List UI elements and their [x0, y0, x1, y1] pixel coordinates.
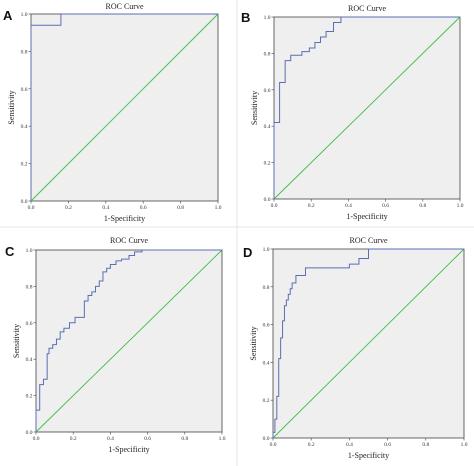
- panel-d-y-tick-label: 0.2: [263, 398, 270, 404]
- panel-a-x-tick-label: 0.0: [28, 205, 35, 211]
- panel-d-y-tick-label: 0.6: [263, 323, 270, 329]
- panel-c-y-tick-label: 0.2: [26, 394, 33, 400]
- panel-c-y-tick-label: 0.8: [26, 284, 33, 290]
- panel-c-x-tick-label: 0.8: [181, 436, 188, 442]
- panel-a-x-axis-label: 1-Specificity: [104, 214, 145, 223]
- panel-b-title: ROC Curve: [348, 4, 386, 13]
- panel-a-x-tick-label: 0.6: [140, 205, 147, 211]
- panel-b-x-tick-label: 1.0: [457, 203, 464, 209]
- panel-c-y-tick-label: 0.0: [26, 430, 33, 436]
- panel-c-roc-curve: [35, 249, 222, 432]
- panel-b-y-tick-label: 0.2: [264, 161, 271, 167]
- panel-d-x-tick-label: 0.2: [308, 442, 315, 448]
- panel-a-letter: A: [3, 8, 13, 23]
- panel-c-x-tick-label: 1.0: [219, 436, 226, 442]
- panel-d: D ROC Curve 0.0 0.2 0.4 0.6 0.8 1.0 0.0 0.2 0.4 0.6…: [243, 236, 468, 460]
- panel-b-y-tick-label: 0.8: [264, 51, 271, 57]
- panel-d-x-tick-label: 0.4: [346, 442, 353, 448]
- panel-d-x-axis-label: 1-Specificity: [348, 451, 389, 460]
- panel-a-title: ROC Curve: [106, 2, 144, 11]
- panel-b-y-tick-label: 0.6: [264, 88, 271, 94]
- panel-b-x-tick-label: 0.8: [419, 203, 426, 209]
- panel-c-reference-line: [35, 249, 223, 433]
- panel-a-reference-line: [30, 13, 219, 202]
- panel-d-y-tick-label: 1.0: [263, 247, 270, 253]
- panel-a-x-tick-label: 1.0: [215, 205, 222, 211]
- panel-c-title: ROC Curve: [110, 236, 148, 245]
- panel-a-y-tick-label: 1.0: [21, 12, 28, 18]
- panel-b-letter: B: [241, 10, 250, 25]
- panel-b-roc-curve: [273, 16, 460, 199]
- panel-a-x-tick-label: 0.4: [102, 205, 109, 211]
- panel-c-y-tick-label: 0.6: [26, 321, 33, 327]
- panel-b-x-tick-label: 0.6: [382, 203, 389, 209]
- panel-d-letter: D: [243, 245, 252, 260]
- panel-c-x-tick-label: 0.0: [33, 436, 40, 442]
- panel-a-roc-curve: [30, 13, 218, 201]
- panel-a-y-tick-label: 0.4: [21, 124, 28, 130]
- panel-c-y-tick-label: 0.4: [26, 357, 33, 363]
- panel-b-y-tick-label: 1.0: [264, 15, 271, 21]
- panel-d-x-tick-label: 0.0: [270, 442, 277, 448]
- panel-b-y-tick-label: 0.0: [264, 197, 271, 203]
- panel-d-x-tick-label: 0.6: [384, 442, 391, 448]
- panel-b-x-tick-label: 0.2: [308, 203, 315, 209]
- panel-b: B ROC Curve 0.0 0.2 0.4 0.6 0.8 1.0 0.0 0.2 0.4 0.6…: [241, 4, 464, 221]
- panel-a-x-tick-label: 0.2: [65, 205, 72, 211]
- panel-c-letter: C: [5, 244, 15, 259]
- panel-a: A ROC Curve 0.0 0.2 0.4 0.6 0.8 1.0 0.0 0.2 0.4 0.6…: [3, 2, 222, 223]
- panel-b-reference-line: [273, 16, 461, 200]
- panel-a-y-tick-label: 0.0: [21, 199, 28, 205]
- panel-a-y-axis-label: Sensitivity: [7, 90, 16, 124]
- panel-c: C ROC Curve 0.0 0.2 0.4 0.6 0.8 1.0 0.0 0.2 0.4 0.6…: [5, 236, 226, 454]
- panel-b-y-axis-label: Sensitivity: [250, 91, 259, 125]
- panel-d-reference-line: [272, 248, 465, 439]
- panel-d-x-tick-label: 0.8: [422, 442, 429, 448]
- panel-c-x-tick-label: 0.2: [70, 436, 77, 442]
- panel-d-title: ROC Curve: [350, 236, 388, 245]
- panel-b-y-tick-label: 0.4: [264, 124, 271, 130]
- panel-d-x-tick-label: 1.0: [461, 442, 468, 448]
- panel-d-y-axis-label: Sensitivity: [249, 326, 258, 360]
- panel-c-x-tick-label: 0.4: [107, 436, 114, 442]
- panel-d-y-tick-label: 0.8: [263, 285, 270, 291]
- panel-a-y-tick-label: 0.6: [21, 87, 28, 93]
- panel-b-x-tick-label: 0.4: [345, 203, 352, 209]
- panel-c-y-axis-label: Sensitivity: [12, 324, 21, 358]
- panel-a-x-tick-label: 0.8: [177, 205, 184, 211]
- panel-d-y-tick-label: 0.0: [263, 436, 270, 442]
- panel-c-x-axis-label: 1-Specificity: [108, 445, 149, 454]
- panel-c-y-tick-label: 1.0: [26, 248, 33, 254]
- panel-c-x-tick-label: 0.6: [144, 436, 151, 442]
- panel-b-x-axis-label: 1-Specificity: [346, 212, 387, 221]
- panel-b-x-tick-label: 0.0: [271, 203, 278, 209]
- panel-a-y-tick-label: 0.2: [21, 162, 28, 168]
- panel-a-y-tick-label: 0.8: [21, 49, 28, 55]
- panel-d-y-tick-label: 0.4: [263, 360, 270, 366]
- panel-d-roc-curve: [272, 248, 464, 438]
